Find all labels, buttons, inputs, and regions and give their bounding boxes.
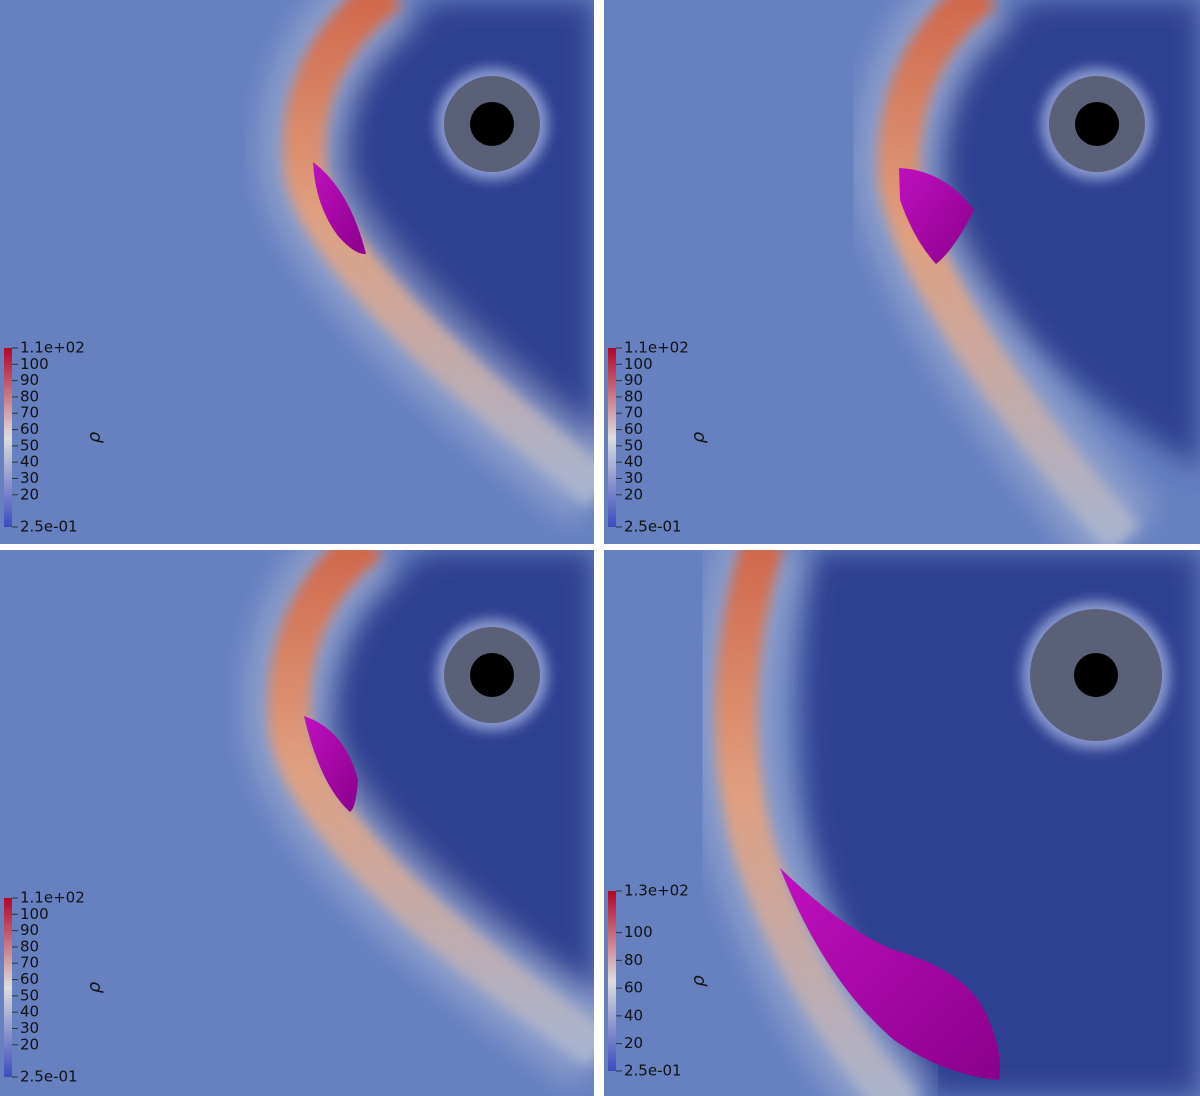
colorbar-tick-label: 20 [624, 485, 643, 503]
colorbar-tick-label: 50 [20, 986, 39, 1004]
shock-band [268, 550, 594, 1068]
colorbar-tick-label: 70 [20, 954, 39, 972]
colorbar-tick-label: 60 [20, 970, 39, 988]
isosurface [304, 716, 358, 812]
colorbar-tick-label: 30 [20, 1019, 39, 1037]
colorbar-tick-label: 2.5e-01 [624, 518, 682, 536]
colorbar-tick-label: 2.5e-01 [20, 518, 78, 536]
core [1074, 653, 1118, 697]
core [470, 102, 514, 146]
colorbar-tick-label: 40 [20, 453, 39, 471]
shock-band [283, 0, 594, 507]
colorbar-tick-label: 50 [20, 436, 39, 454]
render [604, 550, 1200, 1096]
colorbar-tick-label: 80 [20, 937, 39, 955]
colorbar [608, 891, 616, 1071]
colorbar-tick-label: 2.5e-01 [20, 1068, 78, 1086]
isosurface [780, 868, 1000, 1080]
colorbar-title: ρ [84, 431, 105, 443]
colorbar-title: ρ [688, 431, 709, 443]
colorbar-tick-label: 50 [624, 436, 643, 454]
core [470, 653, 514, 697]
colorbar-tick-label: 100 [20, 905, 49, 923]
colorbar-tick-label: 40 [624, 1006, 643, 1024]
colorbar-tick-label: 80 [20, 387, 39, 405]
colorbar-tick-label: 100 [624, 923, 653, 941]
colorbar-tick-label: 1.3e+02 [624, 882, 689, 900]
colorbar-tick-label: 40 [20, 1003, 39, 1021]
colorbar [608, 348, 616, 527]
colorbar-tick-label: 90 [20, 371, 39, 389]
colorbar-tick-label: 30 [20, 469, 39, 487]
colorbar-title: ρ [84, 981, 105, 993]
colorbar-tick-label: 80 [624, 387, 643, 405]
colorbar-tick-label: 90 [20, 921, 39, 939]
colorbar-tick-label: 20 [624, 1034, 643, 1052]
render [0, 550, 594, 1096]
core [1075, 102, 1119, 146]
colorbar-tick-label: 60 [20, 420, 39, 438]
panel: 2.5e-01 20 40 60 80 100 1.3e+02 ρ [604, 550, 1200, 1096]
colorbar-tick-label: 40 [624, 453, 643, 471]
shock-band [715, 550, 920, 1096]
isosurface [899, 168, 974, 264]
colorbar-tick-label: 90 [624, 371, 643, 389]
colorbar-title: ρ [688, 975, 709, 987]
colorbar-tick-label: 20 [20, 1035, 39, 1053]
colorbar-tick-label: 60 [624, 420, 643, 438]
colorbar-tick-label: 20 [20, 485, 39, 503]
colorbar-tick-label: 1.1e+02 [20, 889, 85, 907]
colorbar-tick-label: 60 [624, 979, 643, 997]
colorbar-tick-label: 1.1e+02 [20, 339, 85, 357]
isosurface [313, 162, 366, 255]
colorbar [4, 898, 12, 1077]
colorbar [4, 348, 12, 527]
colorbar-tick-label: 1.1e+02 [624, 339, 689, 357]
colorbar-tick-label: 80 [624, 951, 643, 969]
colorbar-tick-label: 2.5e-01 [624, 1062, 682, 1080]
colorbar-tick-label: 100 [624, 355, 653, 373]
render [604, 0, 1200, 544]
colorbar-tick-label: 70 [624, 404, 643, 422]
render [0, 0, 594, 544]
colorbar-tick-label: 30 [624, 469, 643, 487]
colorbar-tick-label: 100 [20, 355, 49, 373]
colorbar-tick-label: 70 [20, 404, 39, 422]
